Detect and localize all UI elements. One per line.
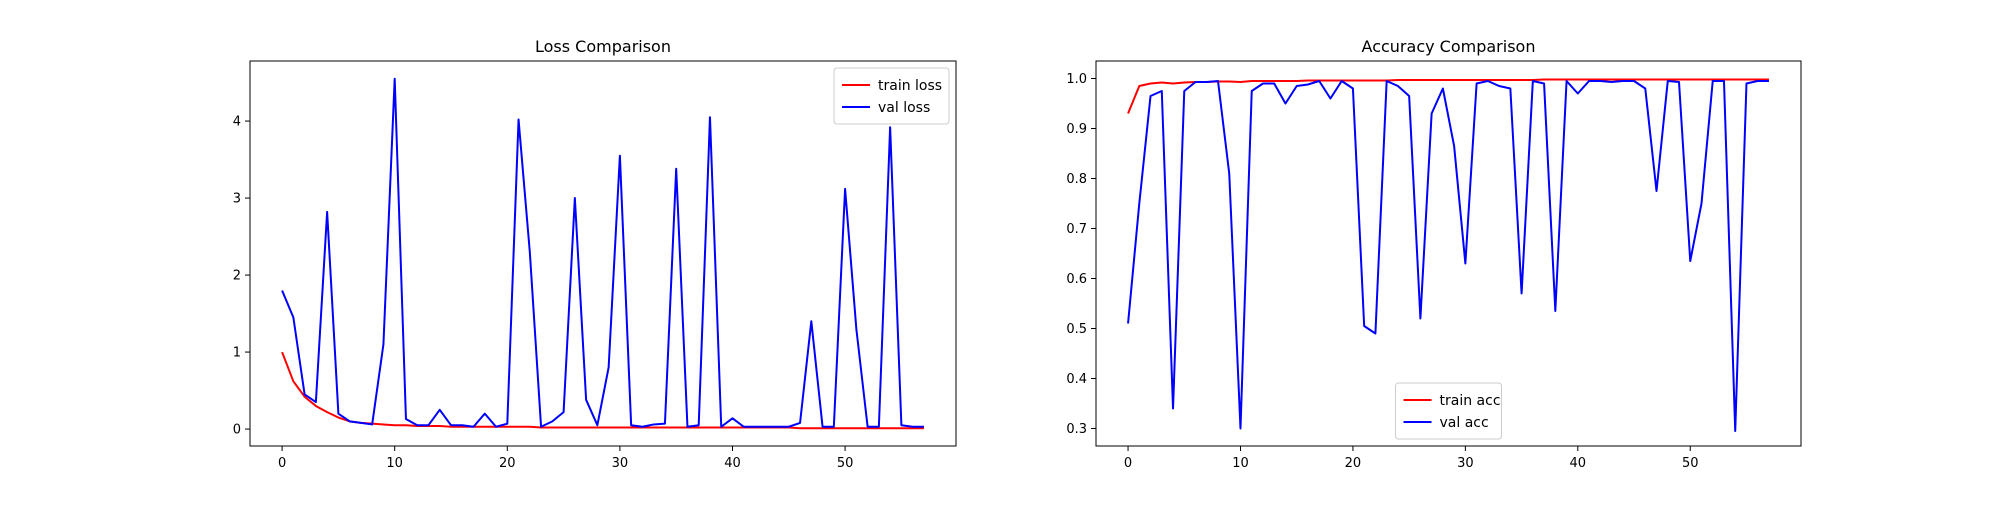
loss-x-tick-label: 30 bbox=[612, 456, 629, 471]
loss-x-tick-label: 10 bbox=[386, 456, 403, 471]
acc-legend: train acc val acc bbox=[1395, 382, 1502, 440]
acc-y-tick-label: 0.9 bbox=[1066, 122, 1087, 137]
acc-x-tick-label: 30 bbox=[1457, 456, 1474, 471]
acc-legend-box bbox=[1395, 382, 1502, 440]
loss-legend-label: val loss bbox=[878, 100, 930, 116]
loss-axes-frame bbox=[249, 60, 957, 447]
acc-axes-frame bbox=[1095, 60, 1802, 447]
acc-y-tick-label: 0.3 bbox=[1066, 422, 1087, 437]
loss-y-tick-label: 4 bbox=[233, 115, 241, 130]
acc-legend-label: train acc bbox=[1440, 393, 1501, 409]
acc-y-tick-label: 0.5 bbox=[1066, 322, 1087, 337]
loss-series-line-train-loss bbox=[281, 351, 924, 430]
loss-chart-title: Loss Comparison bbox=[535, 37, 671, 56]
acc-x-tick-label: 50 bbox=[1682, 456, 1699, 471]
acc-plot-area bbox=[1096, 61, 1801, 446]
accuracy-comparison-chart: Accuracy Comparison 0 10 20 30 40 50 0.3 0.4 0.5 0… bbox=[1066, 37, 1802, 471]
acc-y-tick-label: 0.7 bbox=[1066, 222, 1087, 237]
loss-legend-label: train loss bbox=[878, 78, 942, 94]
loss-legend-box bbox=[833, 67, 950, 125]
acc-y-tick-label: 0.8 bbox=[1066, 172, 1087, 187]
loss-legend: train loss val loss bbox=[833, 67, 950, 125]
loss-x-tick-label: 0 bbox=[278, 456, 286, 471]
loss-plot-area bbox=[250, 61, 956, 446]
loss-x-tick-label: 40 bbox=[724, 456, 741, 471]
acc-x-tick-label: 0 bbox=[1124, 456, 1132, 471]
loss-series-line-val-loss bbox=[281, 77, 924, 428]
acc-y-tick-label: 0.4 bbox=[1066, 372, 1087, 387]
acc-y-tick-label: 0.6 bbox=[1066, 272, 1087, 287]
loss-x-tick-label: 20 bbox=[499, 456, 516, 471]
loss-x-tick-label: 50 bbox=[837, 456, 854, 471]
acc-chart-title: Accuracy Comparison bbox=[1362, 37, 1536, 56]
loss-y-tick-label: 3 bbox=[233, 192, 241, 207]
acc-x-tick-label: 10 bbox=[1232, 456, 1249, 471]
loss-y-tick-label: 1 bbox=[233, 346, 241, 361]
acc-series-line-val-acc bbox=[1127, 80, 1769, 432]
loss-y-tick-label: 0 bbox=[233, 423, 241, 438]
acc-series-line-train-acc bbox=[1127, 78, 1769, 114]
acc-x-tick-label: 40 bbox=[1570, 456, 1587, 471]
acc-x-tick-label: 20 bbox=[1345, 456, 1362, 471]
loss-y-tick-label: 2 bbox=[233, 269, 241, 284]
loss-comparison-chart: Loss Comparison 0 10 20 30 40 50 0 1 2 3 4 train los… bbox=[233, 37, 957, 471]
acc-y-tick-label: 1.0 bbox=[1066, 72, 1087, 87]
acc-legend-label: val acc bbox=[1440, 415, 1489, 431]
